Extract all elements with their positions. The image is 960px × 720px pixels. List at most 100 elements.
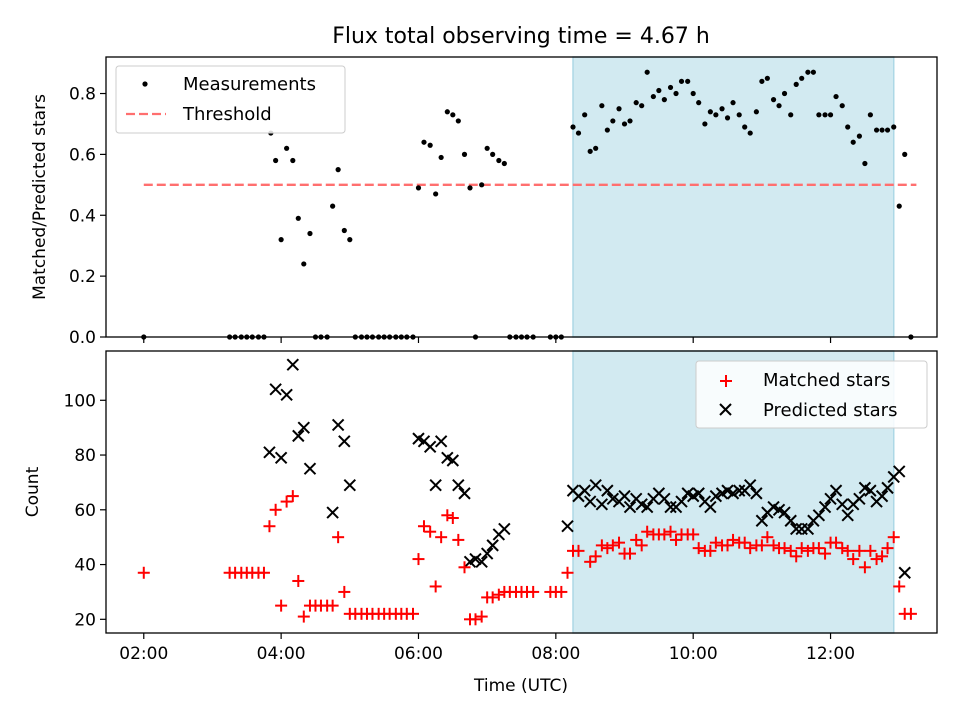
bottom-ylabel: Count <box>23 466 43 517</box>
measurement-point <box>724 115 731 121</box>
bottom-xtick-label: 06:00 <box>394 644 443 664</box>
matched-point <box>670 533 683 546</box>
measurement-point <box>788 112 794 118</box>
matched-point <box>704 544 717 557</box>
matched-point <box>406 607 419 620</box>
measurement-point <box>822 112 828 118</box>
measurement-point <box>673 90 679 97</box>
matched-point <box>893 580 906 593</box>
measurement-point <box>455 118 461 124</box>
measurement-point <box>273 157 279 164</box>
matched-point <box>864 544 877 557</box>
predicted-point <box>297 421 310 434</box>
bottom-ytick-label: 80 <box>74 446 96 466</box>
matched-point <box>561 566 574 579</box>
matched-point <box>613 536 626 549</box>
matched-point <box>630 533 643 546</box>
measurement-point <box>490 151 496 157</box>
measurement-point <box>467 185 473 191</box>
matched-point <box>326 599 339 612</box>
measurement-point <box>582 112 588 118</box>
predicted-point <box>303 462 317 475</box>
legend-measurement-marker <box>142 81 148 87</box>
predicted-point <box>623 500 637 514</box>
predicted-point <box>853 492 866 506</box>
predicted-point <box>486 539 499 552</box>
predicted-point <box>818 500 832 514</box>
predicted-point <box>578 484 591 497</box>
matched-point <box>687 528 700 541</box>
measurement-point <box>816 112 822 118</box>
measurement-point <box>891 124 897 130</box>
measurement-point <box>639 103 645 109</box>
bottom-xtick-label: 02:00 <box>119 644 168 664</box>
matched-point <box>887 531 900 544</box>
bottom-axes-frame <box>105 350 938 634</box>
measurement-point <box>301 261 307 267</box>
predicted-point <box>343 478 357 492</box>
top-ytick-label: 0.4 <box>69 206 96 226</box>
measurement-point <box>307 230 313 237</box>
measurement-point <box>347 237 353 243</box>
predicted-point <box>778 506 791 519</box>
measurement-point <box>604 127 610 133</box>
measurement-point <box>696 100 702 106</box>
measurement-point <box>284 145 290 151</box>
measurement-point <box>656 87 662 94</box>
matched-point <box>286 490 299 503</box>
matched-point <box>475 610 488 623</box>
measurement-point <box>644 69 650 75</box>
measurement-point <box>667 84 674 91</box>
measurement-point <box>690 90 696 97</box>
predicted-point <box>326 506 339 519</box>
matched-point <box>257 566 270 579</box>
top-ylabel: Matched/Predicted stars <box>30 94 50 300</box>
predicted-point <box>709 489 723 503</box>
legend-measurements-label: Measurements <box>183 74 316 95</box>
predicted-point <box>841 509 854 522</box>
predicted-point <box>755 514 769 527</box>
predicted-point <box>618 489 631 503</box>
bottom-xtick-label: 04:00 <box>257 644 306 664</box>
bottom-legend: Matched stars Predicted stars <box>695 360 928 429</box>
predicted-point <box>452 478 465 492</box>
measurement-point <box>759 78 765 84</box>
matched-point <box>830 536 843 549</box>
predicted-point <box>480 547 494 560</box>
measurement-point <box>479 182 485 188</box>
top-ytick-label: 0.0 <box>69 328 96 348</box>
bottom-ytick-label: 60 <box>74 501 96 521</box>
measurement-point <box>730 100 736 106</box>
legend-predicted-marker <box>719 403 732 416</box>
predicted-point <box>750 487 763 500</box>
matched-point <box>812 542 825 555</box>
matched-point <box>641 525 654 538</box>
measurement-point <box>810 69 816 75</box>
matched-point <box>417 520 430 533</box>
matched-point <box>137 566 150 579</box>
measurement-point <box>707 109 713 115</box>
measurement-point <box>421 139 427 145</box>
measurement-point <box>461 151 468 157</box>
matched-point <box>441 509 454 522</box>
predicted-point <box>640 500 654 514</box>
measurement-point <box>599 103 605 109</box>
measurement-point <box>290 157 296 164</box>
measurement-point <box>438 154 444 161</box>
measurement-point <box>610 118 616 124</box>
top-legend: Measurements Threshold <box>115 65 346 134</box>
measurement-point <box>427 142 433 148</box>
measurement-point <box>827 112 834 118</box>
matched-point <box>870 553 883 566</box>
measurement-point <box>799 75 805 81</box>
bottom-xlabel: Time (UTC) <box>473 676 568 696</box>
measurement-point <box>433 191 439 197</box>
measurement-point <box>621 121 628 127</box>
matched-point <box>412 553 425 566</box>
predicted-point <box>726 487 740 500</box>
legend-predicted-label: Predicted stars <box>763 400 897 421</box>
measurement-point <box>776 103 782 109</box>
matched-point <box>555 585 568 598</box>
measurement-point <box>793 81 799 87</box>
